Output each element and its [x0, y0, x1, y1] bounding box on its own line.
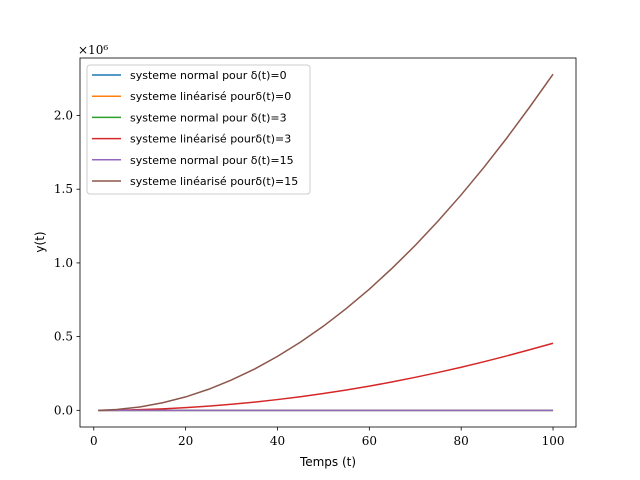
y-tick-label: 0.5	[54, 330, 73, 344]
legend-box	[86, 64, 311, 195]
series-line-4	[98, 342, 554, 412]
y-tick-label: 1.5	[54, 182, 73, 196]
x-tick-label: 0	[90, 434, 98, 448]
plot-frame	[79, 57, 577, 428]
x-tick-label: 20	[178, 434, 193, 448]
plot-lines	[98, 73, 554, 412]
legend-label-3: systeme normal pour δ(t)=3	[130, 111, 287, 124]
legend-label-6: systeme linéarisé pourδ(t)=15	[130, 175, 298, 188]
y-tick-label: 1.0	[54, 256, 73, 270]
y-offset-text: ×10⁶	[78, 43, 108, 57]
y-axis-ticks: 0.0 0.5 1.0 1.5 2.0	[54, 108, 80, 417]
legend-label-1: systeme normal pour δ(t)=0	[130, 69, 287, 82]
legend: systeme normal pour δ(t)=0 systeme linéar…	[86, 64, 311, 195]
x-tick-label: 40	[270, 434, 285, 448]
y-axis-label: y(t)	[33, 231, 47, 252]
x-tick-label: 80	[454, 434, 469, 448]
x-axis-label: Temps (t)	[299, 455, 356, 469]
y-tick-label: 2.0	[54, 108, 73, 122]
series-line-6	[98, 73, 554, 412]
legend-label-5: systeme normal pour δ(t)=15	[130, 154, 294, 167]
y-tick-label: 0.0	[54, 403, 73, 417]
x-tick-label: 60	[362, 434, 377, 448]
x-tick-label: 100	[542, 434, 565, 448]
x-axis-ticks: 0 20 40 60 80 100	[90, 427, 565, 448]
legend-label-4: systeme linéarisé pourδ(t)=3	[130, 133, 291, 146]
legend-label-2: systeme linéarisé pourδ(t)=0	[130, 90, 291, 103]
